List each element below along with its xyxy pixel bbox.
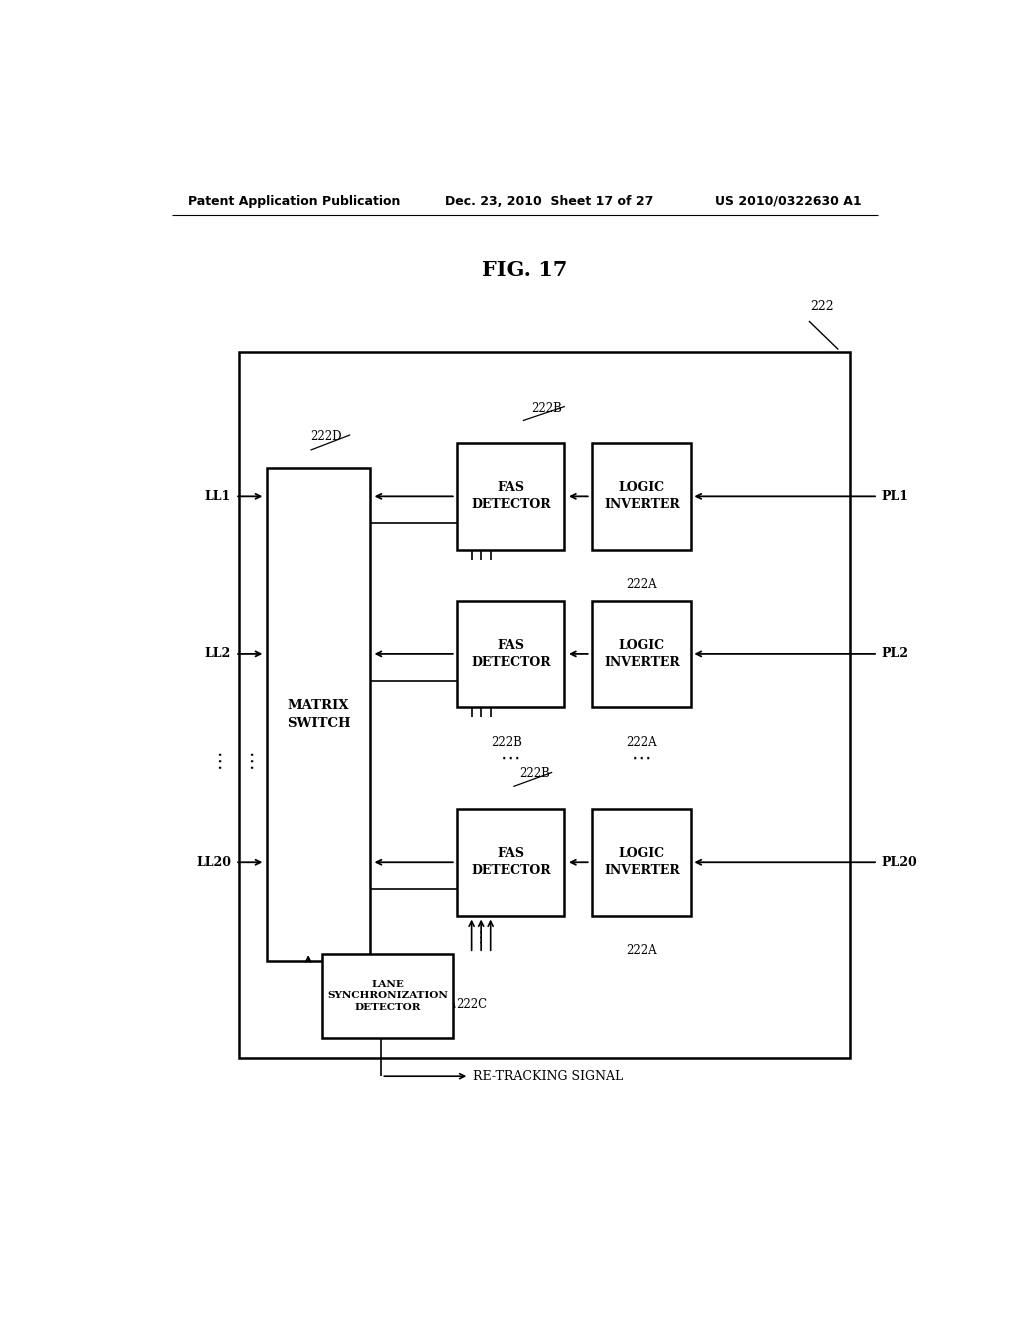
Text: 222B: 222B bbox=[492, 735, 522, 748]
Text: Patent Application Publication: Patent Application Publication bbox=[187, 194, 400, 207]
Bar bbox=[592, 809, 691, 916]
Text: LOGIC
INVERTER: LOGIC INVERTER bbox=[604, 847, 680, 878]
Text: LL1: LL1 bbox=[205, 490, 231, 503]
Text: PL20: PL20 bbox=[882, 855, 918, 869]
Text: LOGIC
INVERTER: LOGIC INVERTER bbox=[604, 482, 680, 511]
Text: MATRIX
SWITCH: MATRIX SWITCH bbox=[287, 700, 350, 730]
Text: PL2: PL2 bbox=[882, 647, 909, 660]
Text: LL20: LL20 bbox=[197, 855, 231, 869]
Bar bbox=[458, 601, 564, 708]
Text: FAS
DETECTOR: FAS DETECTOR bbox=[471, 847, 551, 878]
Text: LOGIC
INVERTER: LOGIC INVERTER bbox=[604, 639, 680, 669]
Text: 222D: 222D bbox=[310, 430, 342, 444]
Text: 222A: 222A bbox=[627, 735, 657, 748]
Bar bbox=[592, 444, 691, 549]
Bar bbox=[458, 809, 564, 916]
Bar bbox=[458, 444, 564, 549]
Text: FIG. 17: FIG. 17 bbox=[482, 260, 567, 280]
Text: US 2010/0322630 A1: US 2010/0322630 A1 bbox=[715, 194, 862, 207]
Bar bbox=[267, 469, 370, 961]
Text: 222C: 222C bbox=[456, 998, 486, 1011]
Text: 222B: 222B bbox=[519, 767, 550, 780]
Text: LL2: LL2 bbox=[205, 647, 231, 660]
Text: 222A: 222A bbox=[627, 944, 657, 957]
Text: Dec. 23, 2010  Sheet 17 of 27: Dec. 23, 2010 Sheet 17 of 27 bbox=[445, 194, 653, 207]
Bar bbox=[240, 351, 850, 1057]
Text: PL1: PL1 bbox=[882, 490, 909, 503]
Text: ⋯: ⋯ bbox=[242, 748, 260, 768]
Bar bbox=[592, 601, 691, 708]
Text: FAS
DETECTOR: FAS DETECTOR bbox=[471, 639, 551, 669]
Text: 222A: 222A bbox=[627, 578, 657, 591]
Text: ⋯: ⋯ bbox=[632, 748, 651, 767]
Text: ⋯: ⋯ bbox=[474, 928, 488, 942]
Bar bbox=[323, 954, 454, 1038]
Text: ⋯: ⋯ bbox=[501, 748, 520, 767]
Text: RE-TRACKING SIGNAL: RE-TRACKING SIGNAL bbox=[473, 1069, 624, 1082]
Text: LANE
SYNCHRONIZATION
DETECTOR: LANE SYNCHRONIZATION DETECTOR bbox=[328, 981, 449, 1011]
Text: FAS
DETECTOR: FAS DETECTOR bbox=[471, 482, 551, 511]
Text: 222: 222 bbox=[811, 300, 835, 313]
Text: 222B: 222B bbox=[531, 401, 562, 414]
Text: ⋯: ⋯ bbox=[210, 748, 228, 768]
